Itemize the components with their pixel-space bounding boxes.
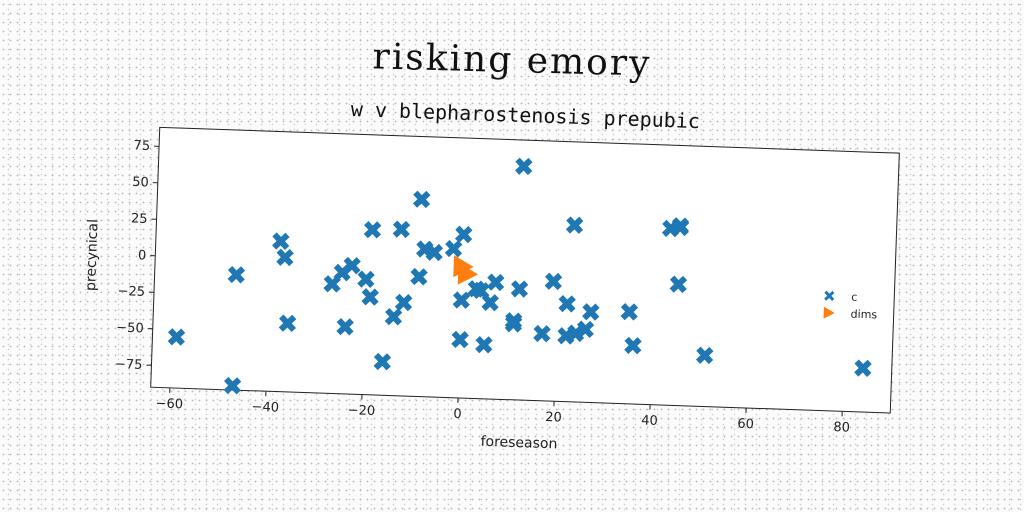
scatter-point-c xyxy=(695,346,714,365)
scatter-point-c xyxy=(272,232,290,250)
scatter-point-c xyxy=(410,267,428,286)
y-tick-label: 25 xyxy=(131,211,148,227)
chart-title: w v blepharostenosis prepubic xyxy=(350,97,700,133)
scatter-point-c xyxy=(452,291,471,309)
scatter-point-c xyxy=(357,270,375,289)
scatter-point-c xyxy=(576,320,595,339)
legend: c dims xyxy=(823,290,878,322)
scatter-point-dims xyxy=(457,262,479,285)
y-tick-label: 75 xyxy=(133,138,150,154)
x-tick-label: −40 xyxy=(251,400,279,416)
scatter-point-c xyxy=(515,157,533,176)
scatter-point-c xyxy=(227,265,246,284)
scatter-point-c xyxy=(620,303,639,321)
y-tick-label: −50 xyxy=(116,321,144,337)
legend-label: dims xyxy=(850,308,877,322)
y-tick-label: 50 xyxy=(132,175,149,191)
axes: −60 −40 −20 0 20 40 60 80 −75 −50 −25 0 25 50 75 xyxy=(115,138,850,436)
plot-area xyxy=(150,126,900,414)
scatter-point-c xyxy=(566,324,585,343)
legend-marker xyxy=(824,290,835,301)
scatter-point-c xyxy=(278,314,297,333)
scatter-point-c xyxy=(565,216,584,234)
y-tick-label: −75 xyxy=(115,357,143,373)
x-tick-label: −60 xyxy=(155,396,183,412)
scatter-point-c xyxy=(669,275,688,294)
x-tick-label: 60 xyxy=(737,417,754,433)
y-axis-label: precynical xyxy=(83,219,101,291)
scatter-point-c xyxy=(624,336,642,355)
scatter-point-c xyxy=(454,225,473,244)
scatter-point-c xyxy=(444,239,463,258)
data-marks xyxy=(167,157,872,395)
scatter-point-c xyxy=(392,220,411,239)
chart-group: w v blepharostenosis prepubic −60 −40 −20 0… xyxy=(83,97,900,453)
x-tick-label: −20 xyxy=(347,403,375,419)
scatter-point-c xyxy=(854,359,872,377)
scatter-point-c xyxy=(671,217,690,235)
x-tick-label: 20 xyxy=(545,410,562,426)
scatter-point-c xyxy=(486,273,505,292)
scatter-point-c xyxy=(394,293,413,312)
scatter-point-c xyxy=(481,293,499,312)
x-tick-label: 40 xyxy=(641,413,658,429)
scatter-point-c xyxy=(384,307,403,326)
x-tick-label: 0 xyxy=(453,407,462,422)
scatter-point-c xyxy=(336,317,354,336)
scatter-point-c xyxy=(451,330,469,349)
legend-label: c xyxy=(851,291,858,304)
y-tick-label: −25 xyxy=(117,284,145,300)
scatter-point-c xyxy=(582,303,600,321)
scatter-point-c xyxy=(558,295,576,313)
x-tick-label: 80 xyxy=(833,420,850,436)
scatter-point-c xyxy=(276,248,294,267)
scatter-point-c xyxy=(510,280,529,298)
scatter-point-c xyxy=(373,352,392,371)
legend-marker xyxy=(823,306,835,319)
scatter-point-c xyxy=(363,221,382,239)
scatter-point-c xyxy=(504,315,523,333)
y-tick-label: 0 xyxy=(138,248,147,263)
scatter-point-c xyxy=(544,272,563,291)
scatter-point-c xyxy=(223,376,242,395)
scatter-point-c xyxy=(343,256,361,275)
scatter-point-c xyxy=(167,328,186,346)
scatter-point-c xyxy=(425,243,444,262)
scatter-point-c xyxy=(361,288,379,306)
scatter-point-c xyxy=(475,335,493,354)
x-axis-label: foreseason xyxy=(480,434,557,453)
scatter-point-c xyxy=(533,324,551,343)
scatter-point-c xyxy=(412,190,431,209)
